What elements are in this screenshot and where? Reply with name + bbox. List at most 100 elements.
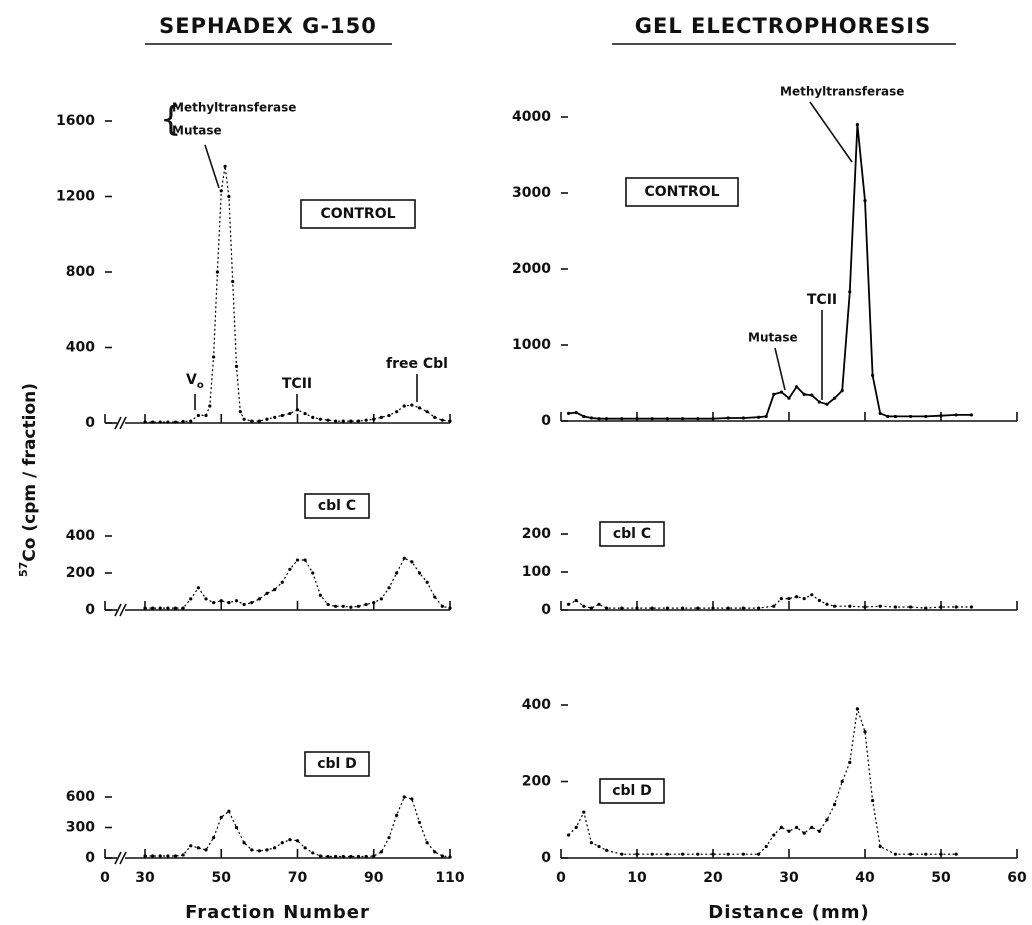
data-point (893, 852, 898, 856)
column-title: GEL ELECTROPHORESIS (635, 14, 932, 38)
data-point (878, 844, 882, 849)
data-point (893, 414, 898, 419)
y-tick-label: 0 (85, 602, 95, 618)
data-point (757, 415, 761, 419)
annotation: Vo (186, 372, 204, 391)
data-point (143, 606, 147, 610)
y-tick-label: 300 (66, 820, 95, 836)
label-box (599, 521, 665, 547)
x-tick-label: 90 (364, 870, 384, 886)
data-point (379, 415, 383, 419)
data-point (795, 825, 799, 830)
data-point (234, 599, 239, 603)
data-point (871, 799, 875, 803)
data-point (417, 571, 422, 575)
data-point (196, 586, 200, 590)
data-point (817, 598, 822, 603)
data-point (204, 848, 208, 852)
data-point (893, 605, 898, 609)
column-title: SEPHADEX G-150 (159, 14, 377, 38)
data-point (620, 606, 624, 610)
annotation: Mutase (748, 331, 798, 345)
data-point (166, 854, 170, 858)
data-point (181, 419, 185, 424)
data-point (909, 852, 913, 856)
data-point (711, 606, 715, 610)
data-point (227, 194, 231, 199)
x-tick-label: 60 (1007, 870, 1027, 886)
data-point (787, 597, 791, 601)
x-axis-label: Distance (mm) (708, 902, 870, 923)
data-point (326, 418, 330, 422)
y-tick-label: 200 (522, 774, 551, 790)
data-point (257, 419, 261, 423)
data-point (848, 760, 852, 764)
data-point (795, 595, 799, 599)
data-point (635, 417, 639, 421)
axis-break (119, 416, 127, 430)
data-point (326, 602, 330, 607)
data-point (772, 833, 776, 837)
data-point (349, 419, 353, 423)
data-point (158, 420, 162, 424)
data-point (440, 854, 444, 858)
data-point (257, 597, 261, 601)
data-point (334, 604, 338, 608)
data-point (650, 417, 654, 421)
data-point (855, 123, 860, 127)
y-label-text: Co (cpm / fraction) (20, 383, 40, 562)
data-point (726, 852, 730, 856)
data-point (402, 556, 406, 560)
data-point (939, 605, 943, 609)
data-point (567, 411, 571, 415)
data-point (204, 413, 208, 418)
data-point (855, 707, 860, 711)
y-tick-label: 400 (66, 340, 95, 356)
axis-break (114, 851, 122, 865)
axis-break (119, 603, 127, 617)
data-point (589, 606, 594, 610)
data-point (417, 406, 422, 410)
data-point (425, 580, 429, 584)
data-point (151, 606, 155, 610)
data-point (387, 413, 391, 418)
data-point (227, 809, 231, 813)
data-line (145, 166, 451, 423)
data-point (764, 844, 768, 849)
data-point (295, 408, 300, 412)
data-point (924, 414, 928, 419)
y-axis-label: 57Co (cpm / fraction) (17, 383, 40, 577)
data-point (318, 417, 322, 421)
data-point (349, 854, 353, 859)
data-point (311, 571, 315, 575)
data-point (681, 417, 685, 421)
data-point (433, 595, 437, 599)
data-point (219, 599, 223, 603)
y-tick-label: 1000 (512, 337, 551, 353)
arrow (809, 101, 853, 163)
annotation: free Cbl (386, 356, 448, 372)
data-point (219, 815, 223, 819)
x-tick-label: 50 (931, 870, 951, 886)
data-point (173, 606, 178, 610)
x-tick-label: 20 (703, 870, 723, 886)
data-point (280, 580, 284, 584)
data-point (741, 606, 746, 610)
data-point (295, 839, 300, 843)
data-point (250, 419, 254, 423)
data-point (273, 415, 277, 419)
data-point (817, 400, 822, 404)
data-point (863, 199, 867, 203)
data-point (356, 419, 361, 423)
data-point (257, 849, 261, 853)
x-tick-label: 10 (627, 870, 647, 886)
data-point (848, 290, 852, 294)
data-point (635, 606, 639, 610)
data-point (665, 606, 670, 610)
data-point (196, 413, 200, 418)
data-point (833, 396, 837, 400)
panel-label: cbl D (317, 756, 357, 772)
data-point (341, 854, 345, 859)
data-point (402, 795, 406, 799)
data-point (395, 410, 399, 414)
